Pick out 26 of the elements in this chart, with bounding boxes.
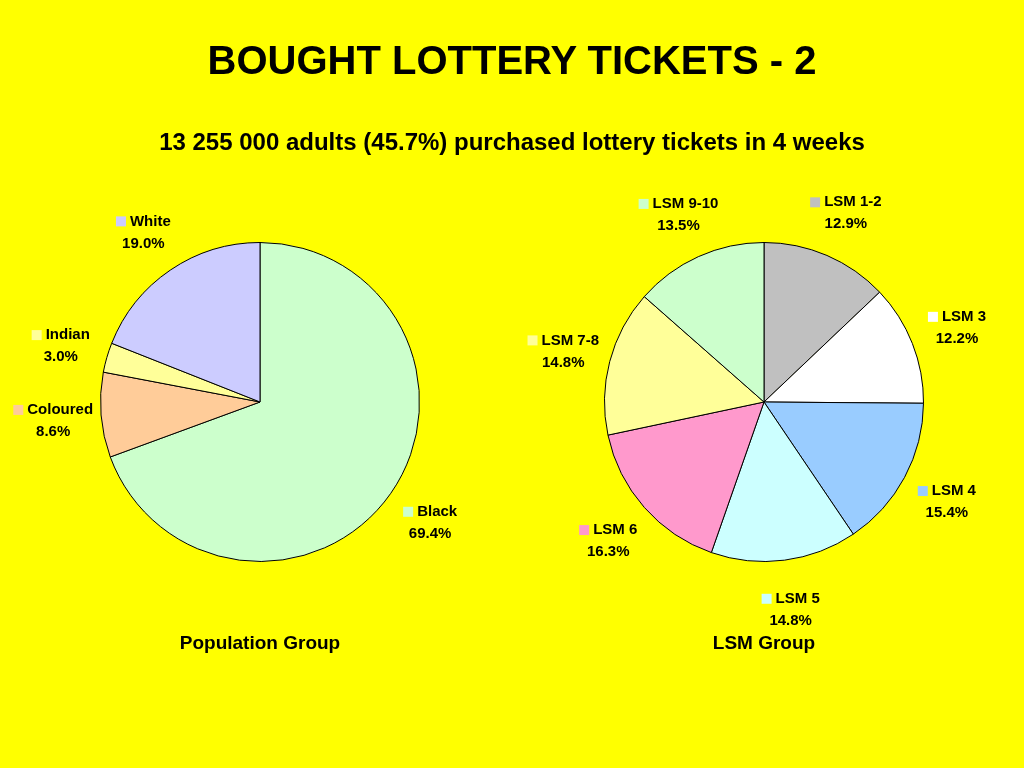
data-label: 14.8% [542,352,585,370]
legend-label: LSM 4 [931,481,977,499]
legend-label: LSM 1-2 [824,192,882,210]
data-label: 19.0% [122,233,165,251]
data-label: 12.9% [824,214,868,232]
data-label: 3.0% [43,347,78,365]
legend-label: Indian [45,325,90,343]
legend-label: Black [417,501,458,519]
data-label: 14.8% [769,610,812,628]
chart-title: BOUGHT LOTTERY TICKETS - 2 [206,38,818,84]
legend-label: White [129,211,171,229]
legend-label: Coloured [27,400,94,418]
legend-label: LSM 3 [941,306,987,324]
data-label: 8.6% [36,422,71,440]
text: 13 255 000 adults (45.7%) purchased lottery tickets in 4 weeks [158,128,866,157]
legend-label: LSM 6 [593,520,638,538]
data-label: 13.5% [657,216,700,234]
data-label: 12.2% [935,328,979,346]
data-label: 16.3% [586,542,630,560]
data-label: 15.4% [925,503,969,521]
text: LSM Group [711,632,817,654]
legend-label: LSM 9-10 [652,194,719,212]
data-label: 69.4% [408,523,452,541]
legend-label: LSM 5 [775,588,820,606]
text: Population Group [178,632,342,654]
legend-label: LSM 7-8 [541,330,600,348]
